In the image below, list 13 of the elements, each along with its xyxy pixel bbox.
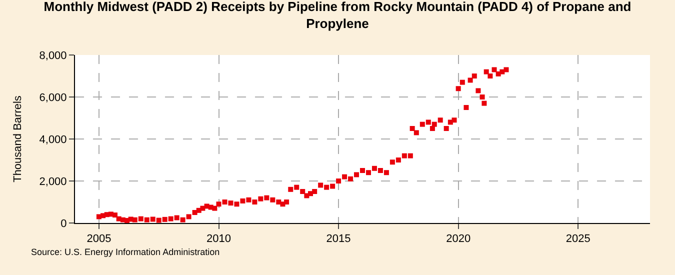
x-tick-label: 2025: [566, 233, 590, 246]
y-tick-label: 0: [60, 218, 67, 230]
x-tick-label: 2020: [446, 233, 471, 246]
chart-title: Monthly Midwest (PADD 2) Receipts by Pipeline from Rocky Mountain (PADD 4) of Propane and Propylene: [44, 0, 632, 31]
source-note: Source: U.S. Energy Information Administration: [31, 247, 220, 257]
y-tick-label: 8,000: [39, 50, 67, 62]
y-tick-label: 4,000: [39, 134, 67, 146]
y-tick-label: 2,000: [39, 176, 67, 188]
x-tick-label: 2015: [326, 233, 351, 246]
y-tick-label: 6,000: [39, 92, 67, 104]
y-axis-title: Thousand Barrels: [12, 95, 24, 182]
x-tick-label: 2005: [86, 233, 112, 246]
x-tick-label: 2010: [206, 233, 231, 246]
